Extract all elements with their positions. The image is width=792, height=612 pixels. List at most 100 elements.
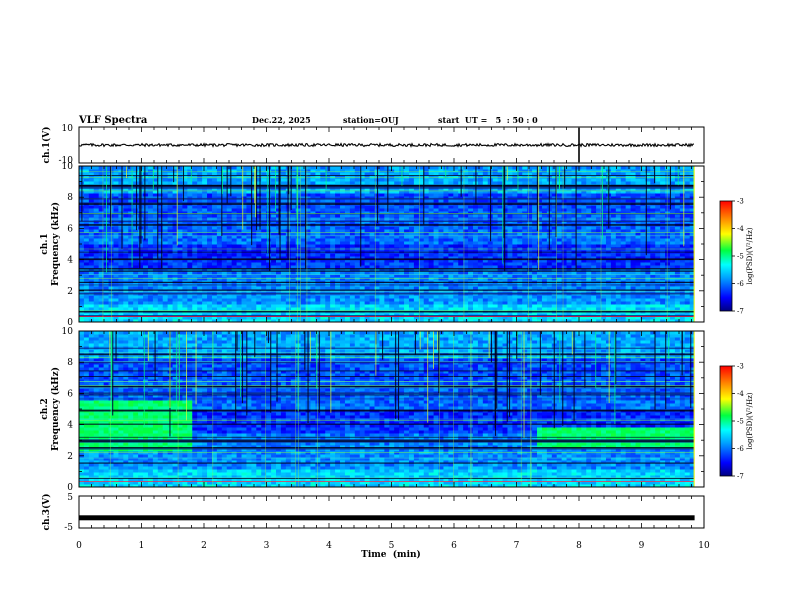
spectrogram-cell bbox=[527, 166, 533, 170]
spectrogram-cell bbox=[108, 211, 114, 215]
spectrogram-cell bbox=[512, 205, 518, 209]
spectrogram-cell bbox=[310, 181, 316, 185]
spectrogram-cell bbox=[211, 271, 218, 275]
spectrogram-cell bbox=[433, 229, 440, 233]
spectrogram-cell bbox=[344, 313, 351, 317]
spectrogram-cell bbox=[408, 229, 415, 233]
spectrogram-cell bbox=[290, 226, 297, 230]
spectrogram-cell bbox=[492, 301, 499, 305]
spectrogram-cell bbox=[438, 304, 444, 308]
spectrogram-cell bbox=[157, 316, 164, 320]
spectrogram-cell bbox=[359, 295, 366, 299]
spectrogram-cell bbox=[246, 169, 252, 173]
spectrogram-cell bbox=[182, 196, 188, 200]
spectrogram-cell bbox=[246, 214, 252, 218]
spectrogram-cell bbox=[123, 295, 129, 299]
spectrogram-cell bbox=[340, 190, 346, 194]
spectrogram-cell bbox=[231, 304, 238, 308]
spectrogram-cell bbox=[330, 199, 336, 203]
spectrogram-cell bbox=[413, 178, 420, 182]
spectrogram-cell bbox=[211, 175, 218, 179]
spectrogram-cell bbox=[231, 217, 238, 221]
spectrogram-cell bbox=[522, 307, 528, 311]
spectrogram-cell bbox=[157, 268, 164, 272]
spectrogram-cell bbox=[330, 316, 336, 320]
spectrogram-cell bbox=[335, 169, 341, 173]
spectrogram-cell bbox=[123, 190, 129, 194]
spectrogram-cell bbox=[349, 244, 356, 248]
spectrogram-cell bbox=[167, 235, 174, 239]
spectrogram-cell bbox=[88, 265, 95, 269]
spectrogram-cell bbox=[197, 229, 203, 233]
spectrogram-cell bbox=[330, 232, 336, 236]
spectrogram-cell bbox=[147, 196, 154, 200]
spectrogram-cell bbox=[482, 229, 489, 233]
spectrogram-cell bbox=[295, 295, 302, 299]
spectrogram-cell bbox=[369, 169, 375, 173]
spectrogram-cell bbox=[276, 238, 282, 242]
spectrogram-cell bbox=[522, 235, 528, 239]
spectrogram-cell bbox=[335, 265, 341, 269]
spectrogram-cell bbox=[261, 295, 267, 299]
spectrogram-cell bbox=[128, 205, 134, 209]
spectrogram-cell bbox=[197, 232, 203, 236]
spectrogram-cell bbox=[428, 175, 435, 179]
spectrogram-cell bbox=[197, 274, 203, 278]
spectrogram-cell bbox=[133, 265, 139, 269]
spectrogram-cell bbox=[216, 253, 223, 257]
spectrogram-cell bbox=[241, 304, 247, 308]
spectrogram-cell bbox=[271, 238, 277, 242]
spectrogram-cell bbox=[413, 226, 420, 230]
spectrogram-cell bbox=[502, 214, 508, 218]
spectrogram-cell bbox=[108, 286, 114, 290]
spectrogram-cell bbox=[83, 172, 90, 176]
spectrogram-cell bbox=[118, 298, 124, 302]
spectrogram-cell bbox=[241, 235, 247, 239]
spectrogram-cell bbox=[113, 235, 119, 239]
spectrogram-cell bbox=[517, 313, 523, 317]
spectrogram-cell bbox=[266, 178, 272, 182]
spectrogram-cell bbox=[497, 199, 504, 203]
spectrogram-cell bbox=[537, 238, 543, 242]
spectrogram-cell bbox=[492, 229, 499, 233]
spectrogram-cell bbox=[433, 193, 440, 197]
spectrogram-cell bbox=[123, 229, 129, 233]
spectrogram-cell bbox=[340, 262, 346, 266]
spectrogram-cell bbox=[443, 271, 449, 275]
spectrogram-cell bbox=[428, 253, 435, 257]
spectrogram-cell bbox=[295, 226, 302, 230]
spectrogram-cell bbox=[128, 196, 134, 200]
spectrogram-cell bbox=[310, 316, 316, 320]
spectrogram-cell bbox=[157, 289, 164, 293]
spectrogram-cell bbox=[335, 208, 341, 212]
spectrogram-cell bbox=[537, 301, 543, 305]
spectrogram-cell bbox=[192, 208, 198, 212]
spectrogram-cell bbox=[231, 313, 238, 317]
spectrogram-cell bbox=[93, 190, 100, 194]
spectrogram-cell bbox=[83, 271, 90, 275]
spectrogram-cell bbox=[320, 229, 326, 233]
spectrogram-cell bbox=[241, 286, 247, 290]
spectrogram-cell bbox=[330, 262, 336, 266]
spectrogram-cell bbox=[354, 268, 361, 272]
spectrogram-cell bbox=[340, 214, 346, 218]
spectrogram-cell bbox=[448, 196, 454, 200]
spectrogram-cell bbox=[211, 211, 218, 215]
spectrogram-cell bbox=[202, 172, 208, 176]
spectrogram-cell bbox=[295, 262, 302, 266]
spectrogram-cell bbox=[128, 241, 134, 245]
spectrogram-cell bbox=[433, 199, 440, 203]
spectrogram-cell bbox=[261, 175, 267, 179]
spectrogram-cell bbox=[143, 274, 149, 278]
spectrogram-cell bbox=[349, 295, 356, 299]
spectrogram-cell bbox=[197, 241, 203, 245]
spectrogram-cell bbox=[261, 226, 267, 230]
spectrogram-cell bbox=[241, 238, 247, 242]
spectrogram-cell bbox=[394, 256, 400, 260]
spectrogram-cell bbox=[404, 232, 410, 236]
spectrogram-cell bbox=[226, 229, 233, 233]
spectrogram-cell bbox=[290, 274, 297, 278]
spectrogram-cell bbox=[88, 241, 95, 245]
spectrogram-cell bbox=[315, 313, 321, 317]
spectrogram-cell bbox=[79, 304, 85, 308]
